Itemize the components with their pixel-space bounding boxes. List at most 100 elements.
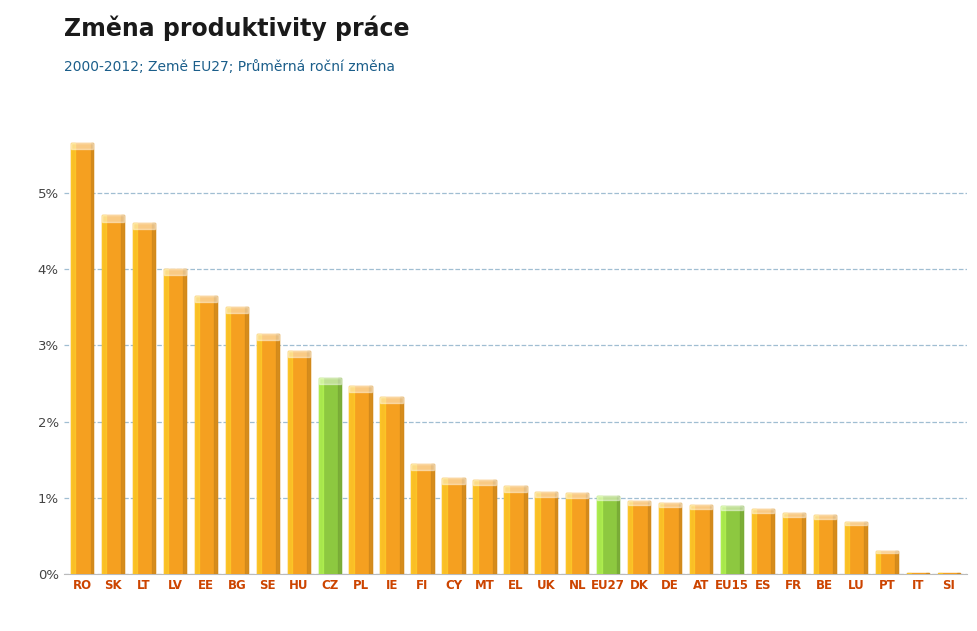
Bar bbox=[133, 223, 138, 574]
Bar bbox=[783, 513, 787, 574]
Bar bbox=[628, 501, 651, 574]
Bar bbox=[741, 505, 743, 574]
Bar bbox=[71, 143, 93, 574]
Bar bbox=[814, 516, 818, 574]
Bar bbox=[814, 516, 836, 574]
Bar bbox=[783, 513, 805, 574]
Bar bbox=[875, 551, 880, 574]
Bar bbox=[257, 334, 278, 574]
Bar bbox=[287, 351, 292, 574]
Bar bbox=[133, 223, 155, 574]
Bar bbox=[473, 480, 495, 574]
Bar bbox=[164, 269, 186, 275]
Bar bbox=[121, 215, 124, 574]
Bar bbox=[214, 295, 217, 574]
Bar bbox=[690, 505, 712, 509]
Bar bbox=[473, 480, 478, 574]
Bar bbox=[783, 513, 805, 517]
Bar bbox=[802, 513, 805, 574]
Bar bbox=[648, 501, 651, 574]
Bar bbox=[524, 487, 527, 574]
Bar bbox=[443, 478, 465, 574]
Bar bbox=[658, 504, 681, 507]
Bar bbox=[504, 487, 527, 574]
Bar bbox=[492, 480, 495, 574]
Bar bbox=[226, 307, 248, 313]
Bar bbox=[926, 573, 929, 574]
Bar bbox=[380, 397, 385, 574]
Bar bbox=[586, 493, 588, 574]
Bar bbox=[133, 223, 155, 229]
Bar bbox=[535, 492, 558, 574]
Bar bbox=[597, 495, 619, 574]
Bar bbox=[462, 478, 465, 574]
Bar bbox=[226, 307, 248, 574]
Bar bbox=[102, 215, 106, 574]
Bar bbox=[411, 464, 434, 470]
Bar bbox=[184, 269, 186, 574]
Bar bbox=[679, 504, 681, 574]
Bar bbox=[194, 295, 217, 302]
Bar bbox=[658, 504, 663, 574]
Bar bbox=[690, 505, 712, 574]
Bar bbox=[845, 522, 867, 526]
Bar bbox=[443, 478, 465, 484]
Bar bbox=[895, 551, 898, 574]
Bar bbox=[875, 551, 898, 553]
Bar bbox=[152, 223, 155, 574]
Bar bbox=[226, 307, 231, 574]
Bar bbox=[71, 143, 93, 149]
Bar bbox=[194, 295, 217, 574]
Bar bbox=[690, 505, 695, 574]
Bar bbox=[431, 464, 434, 574]
Bar bbox=[369, 386, 372, 574]
Bar bbox=[319, 378, 341, 574]
Bar bbox=[307, 351, 310, 574]
Bar bbox=[287, 351, 310, 357]
Bar bbox=[350, 386, 372, 574]
Bar bbox=[504, 487, 509, 574]
Bar bbox=[380, 397, 403, 574]
Bar bbox=[752, 509, 756, 574]
Bar bbox=[752, 509, 774, 512]
Bar bbox=[411, 464, 416, 574]
Bar bbox=[628, 501, 632, 574]
Bar bbox=[443, 478, 446, 574]
Bar bbox=[597, 495, 619, 500]
Bar bbox=[721, 505, 743, 510]
Bar bbox=[907, 573, 911, 574]
Bar bbox=[319, 378, 341, 384]
Bar bbox=[566, 493, 571, 574]
Bar bbox=[658, 504, 681, 574]
Bar bbox=[566, 493, 588, 498]
Bar bbox=[164, 269, 186, 574]
Bar bbox=[566, 493, 588, 574]
Bar bbox=[875, 551, 898, 574]
Bar bbox=[400, 397, 403, 574]
Bar bbox=[845, 522, 849, 574]
Bar bbox=[350, 386, 372, 392]
Bar bbox=[833, 516, 836, 574]
Bar bbox=[752, 509, 774, 574]
Text: 2000-2012; Země EU27; Průměrná roční změna: 2000-2012; Země EU27; Průměrná roční změ… bbox=[64, 60, 395, 74]
Bar bbox=[245, 307, 248, 574]
Bar bbox=[721, 505, 725, 574]
Text: Změna produktivity práce: Změna produktivity práce bbox=[64, 16, 409, 41]
Bar bbox=[411, 464, 434, 574]
Bar bbox=[555, 492, 558, 574]
Bar bbox=[845, 522, 867, 574]
Bar bbox=[865, 522, 867, 574]
Bar bbox=[772, 509, 774, 574]
Bar bbox=[814, 516, 836, 519]
Bar bbox=[102, 215, 124, 574]
Bar bbox=[380, 397, 403, 403]
Bar bbox=[91, 143, 93, 574]
Bar bbox=[721, 505, 743, 574]
Bar bbox=[473, 480, 495, 485]
Bar bbox=[597, 495, 602, 574]
Bar bbox=[194, 295, 199, 574]
Bar bbox=[709, 505, 712, 574]
Bar bbox=[164, 269, 168, 574]
Bar bbox=[257, 334, 261, 574]
Bar bbox=[907, 573, 929, 574]
